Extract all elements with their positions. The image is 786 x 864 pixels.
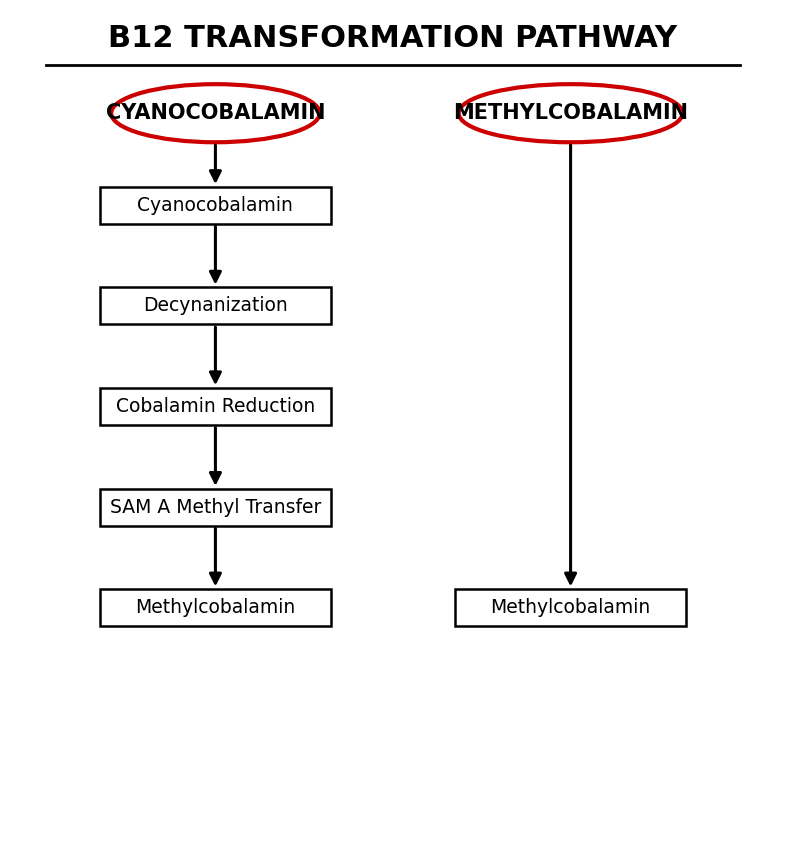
FancyBboxPatch shape [100,388,331,425]
Text: B12 TRANSFORMATION PATHWAY: B12 TRANSFORMATION PATHWAY [108,24,678,54]
FancyBboxPatch shape [100,589,331,626]
FancyBboxPatch shape [100,187,331,224]
Text: METHYLCOBALAMIN: METHYLCOBALAMIN [453,103,688,124]
Text: Methylcobalamin: Methylcobalamin [490,598,651,617]
Text: Methylcobalamin: Methylcobalamin [135,598,296,617]
Text: Cobalamin Reduction: Cobalamin Reduction [116,397,315,416]
FancyBboxPatch shape [100,288,331,324]
Text: Cyanocobalamin: Cyanocobalamin [138,196,293,215]
Text: SAM A Methyl Transfer: SAM A Methyl Transfer [110,498,321,517]
Text: Decynanization: Decynanization [143,296,288,315]
FancyBboxPatch shape [455,589,686,626]
Text: CYANOCOBALAMIN: CYANOCOBALAMIN [105,103,325,124]
FancyBboxPatch shape [100,489,331,525]
